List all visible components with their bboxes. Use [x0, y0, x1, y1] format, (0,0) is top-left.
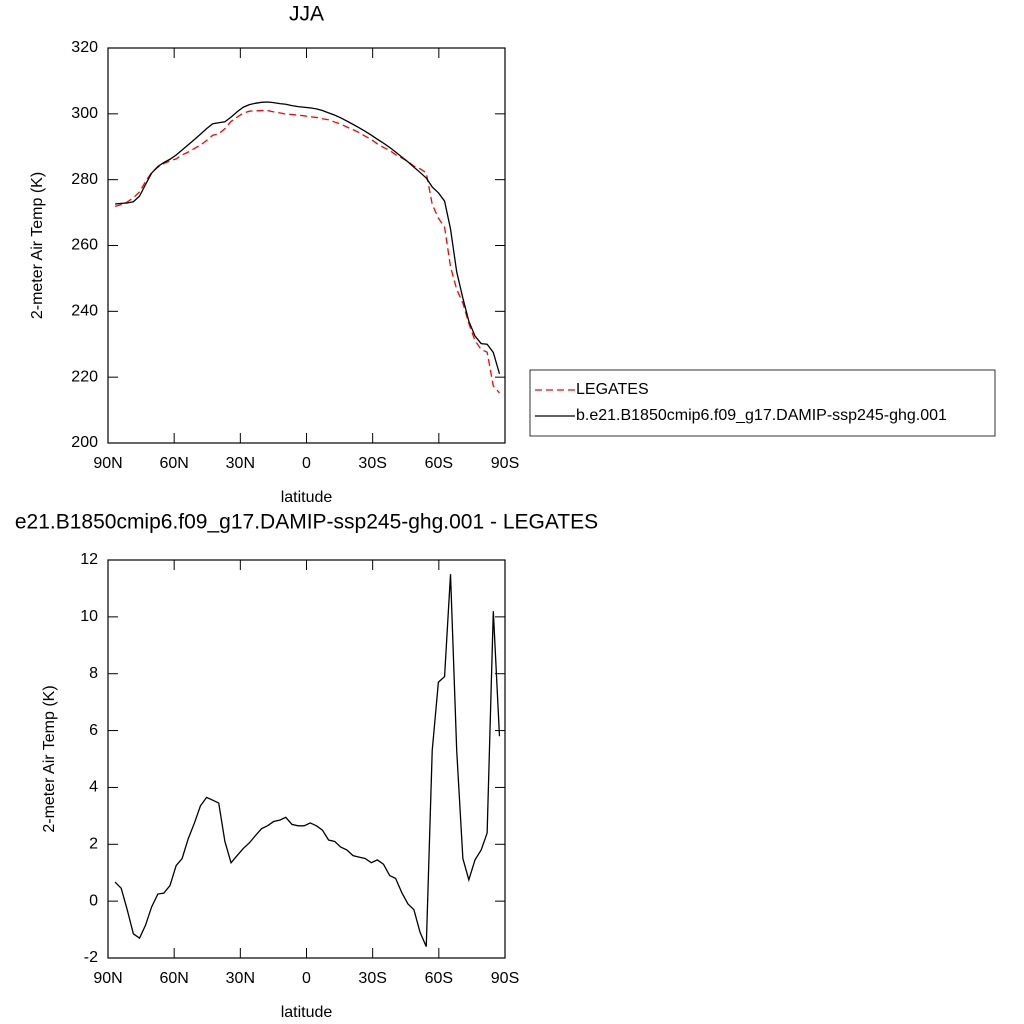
x-tick-label: 90S — [491, 970, 519, 987]
y-tick-label: 8 — [89, 665, 98, 682]
x-tick-label: 60N — [159, 455, 188, 472]
y-tick-label: 12 — [80, 551, 98, 568]
data-line — [114, 101, 501, 375]
y-tick-label: 0 — [89, 892, 98, 909]
y-tick-label: 200 — [71, 434, 98, 451]
y-axis-title: 2-meter Air Temp (K) — [41, 685, 58, 832]
legend-label: b.e21.B1850cmip6.f09_g17.DAMIP-ssp245-gh… — [576, 407, 947, 424]
x-tick-label: 60S — [425, 970, 453, 987]
x-tick-label: 0 — [302, 455, 311, 472]
y-tick-label: 300 — [71, 105, 98, 122]
x-tick-label: 30S — [358, 455, 386, 472]
y-tick-label: 220 — [71, 368, 98, 385]
legend-box — [529, 369, 996, 437]
data-line — [114, 109, 500, 394]
x-tick-label: 30N — [226, 455, 255, 472]
y-tick-label: 240 — [71, 303, 98, 320]
x-tick-label: 90S — [491, 455, 519, 472]
x-tick-label: 30N — [226, 970, 255, 987]
x-tick-label: 90N — [93, 455, 122, 472]
y-tick-label: 260 — [71, 237, 98, 254]
x-axis-title: latitude — [281, 1004, 333, 1021]
chart-title: JJA — [289, 3, 324, 26]
x-tick-label: 60N — [159, 970, 188, 987]
y-tick-label: 4 — [89, 779, 98, 796]
x-tick-label: 30S — [358, 970, 386, 987]
y-tick-label: 320 — [71, 39, 98, 56]
data-line — [114, 574, 501, 947]
legend-label: LEGATES — [576, 381, 649, 398]
y-tick-label: 280 — [71, 171, 98, 188]
chart-title: e21.B1850cmip6.f09_g17.DAMIP-ssp245-ghg.… — [15, 511, 598, 534]
y-axis-title: 2-meter Air Temp (K) — [29, 172, 46, 319]
x-tick-label: 60S — [425, 455, 453, 472]
y-tick-label: 6 — [89, 722, 98, 739]
plot-frame — [107, 559, 506, 959]
y-tick-label: 10 — [80, 608, 98, 625]
y-tick-label: -2 — [84, 949, 98, 966]
x-tick-label: 0 — [302, 970, 311, 987]
y-tick-label: 2 — [89, 836, 98, 853]
x-tick-label: 90N — [93, 970, 122, 987]
x-axis-title: latitude — [281, 489, 333, 506]
